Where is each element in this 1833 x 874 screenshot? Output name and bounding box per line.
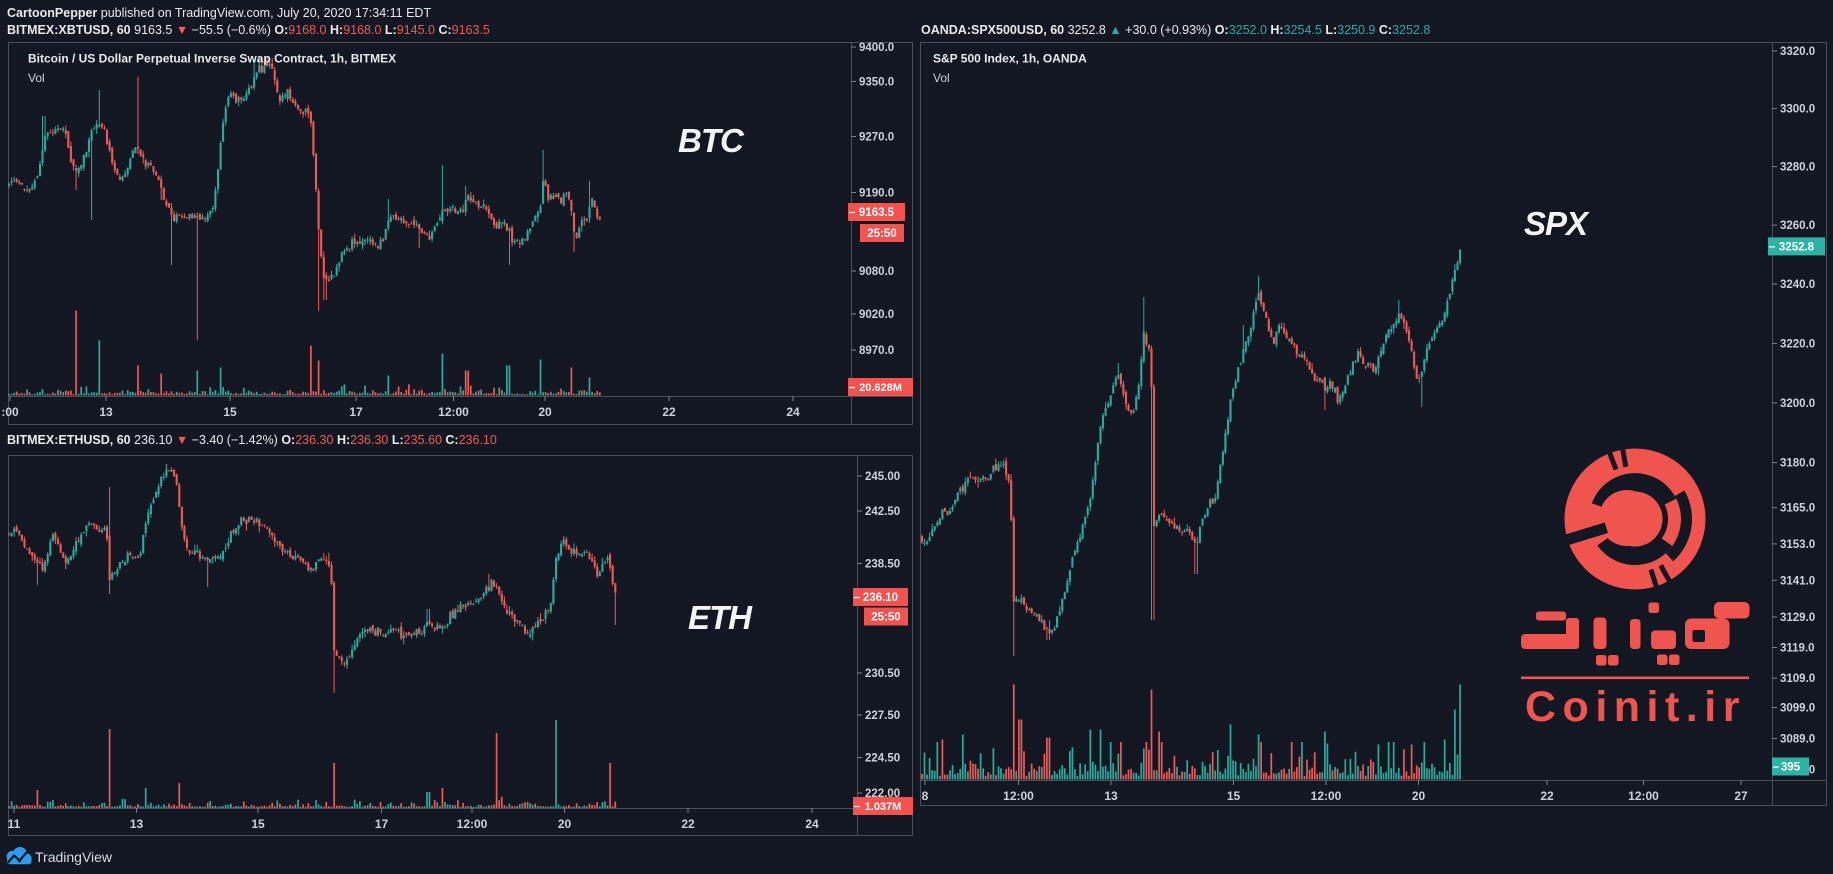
svg-text:17: 17 [349, 405, 363, 419]
svg-text:3220.0: 3220.0 [1780, 338, 1815, 350]
svg-text:224.50: 224.50 [865, 753, 900, 765]
svg-text:15: 15 [1227, 789, 1241, 803]
svg-text:9270.0: 9270.0 [859, 132, 894, 144]
svg-text:BITMEX:ETHUSD, 60 236.10 ▼ −3.: BITMEX:ETHUSD, 60 236.10 ▼ −3.40 (−1.42%… [7, 433, 497, 447]
svg-text:3109.0: 3109.0 [1780, 673, 1815, 685]
svg-text:230.50: 230.50 [865, 668, 900, 680]
svg-text:15: 15 [223, 405, 237, 419]
svg-text:Bitcoin / US Dollar Perpetual: Bitcoin / US Dollar Perpetual Inverse Sw… [28, 52, 396, 66]
svg-text:S&P 500 Index, 1h, OANDA: S&P 500 Index, 1h, OANDA [933, 52, 1087, 66]
svg-text:245.00: 245.00 [865, 471, 900, 483]
svg-text:12:00: 12:00 [1628, 789, 1659, 803]
svg-text:12:00: 12:00 [438, 405, 469, 419]
svg-text:20.628M: 20.628M [859, 382, 902, 394]
svg-text:9080.0: 9080.0 [859, 266, 894, 278]
svg-text:238.50: 238.50 [865, 559, 900, 571]
svg-text::00: :00 [1, 405, 19, 419]
svg-text:27: 27 [1734, 789, 1748, 803]
svg-text:3260.0: 3260.0 [1780, 220, 1815, 232]
svg-text:3129.0: 3129.0 [1780, 612, 1815, 624]
svg-text:Vol: Vol [933, 71, 950, 85]
svg-text:12:00: 12:00 [457, 817, 488, 831]
svg-text:3153.0: 3153.0 [1780, 539, 1815, 551]
svg-text:15: 15 [251, 817, 265, 831]
svg-text:3180.0: 3180.0 [1780, 458, 1815, 470]
svg-text:3089.0: 3089.0 [1780, 734, 1815, 746]
svg-text:BITMEX:XBTUSD, 60 9163.5 ▼ −55: BITMEX:XBTUSD, 60 9163.5 ▼ −55.5 (−0.6%)… [7, 23, 490, 37]
svg-text:3280.0: 3280.0 [1780, 162, 1815, 174]
svg-text:9020.0: 9020.0 [859, 309, 894, 321]
svg-text:3200.0: 3200.0 [1780, 398, 1815, 410]
svg-text:22: 22 [681, 817, 695, 831]
svg-text:3119.0: 3119.0 [1780, 643, 1815, 655]
svg-text:Coinit.ir: Coinit.ir [1525, 683, 1746, 731]
svg-text:3300.0: 3300.0 [1780, 104, 1815, 116]
svg-text:24: 24 [786, 405, 800, 419]
svg-text:9163.5: 9163.5 [859, 207, 895, 219]
svg-text:13: 13 [130, 817, 144, 831]
svg-text:25:50: 25:50 [871, 612, 900, 624]
svg-text:3165.0: 3165.0 [1780, 503, 1815, 515]
svg-text:Vol: Vol [28, 71, 45, 85]
svg-text:CartoonPepper published on Tra: CartoonPepper published on TradingView.c… [7, 6, 431, 20]
svg-text:12:00: 12:00 [1003, 789, 1034, 803]
svg-text:20: 20 [1412, 789, 1426, 803]
svg-text:9400.0: 9400.0 [859, 42, 894, 54]
svg-text:22: 22 [662, 405, 676, 419]
svg-text:25:50: 25:50 [867, 228, 896, 240]
svg-text:17: 17 [375, 817, 389, 831]
svg-text:3141.0: 3141.0 [1780, 575, 1815, 587]
svg-text:20: 20 [558, 817, 572, 831]
svg-text:395: 395 [1781, 762, 1801, 774]
svg-text:ETH: ETH [688, 599, 753, 636]
svg-text:12:00: 12:00 [1311, 789, 1342, 803]
svg-text:SPX: SPX [1524, 205, 1590, 242]
svg-text:236.10: 236.10 [863, 592, 898, 604]
svg-text:8970.0: 8970.0 [859, 345, 894, 357]
svg-text:BTC: BTC [678, 122, 745, 159]
svg-text:3320.0: 3320.0 [1780, 46, 1815, 58]
svg-text:8: 8 [922, 789, 929, 803]
svg-text:3240.0: 3240.0 [1780, 279, 1815, 291]
svg-text:9190.0: 9190.0 [859, 188, 894, 200]
svg-text:3099.0: 3099.0 [1780, 703, 1815, 715]
svg-text:3252.8: 3252.8 [1779, 241, 1815, 253]
svg-text:OANDA:SPX500USD, 60 3252.8 ▲ +: OANDA:SPX500USD, 60 3252.8 ▲ +30.0 (+0.9… [921, 23, 1430, 37]
svg-text:242.50: 242.50 [865, 506, 900, 518]
svg-text:13: 13 [99, 405, 113, 419]
svg-text:24: 24 [805, 817, 819, 831]
svg-text:20: 20 [538, 405, 552, 419]
svg-text:9350.0: 9350.0 [859, 77, 894, 89]
svg-text:1.037M: 1.037M [865, 801, 902, 813]
svg-text:22: 22 [1540, 789, 1554, 803]
svg-text:13: 13 [1104, 789, 1118, 803]
svg-text:227.50: 227.50 [865, 710, 900, 722]
svg-text:TradingView: TradingView [35, 849, 113, 865]
svg-text:11: 11 [8, 817, 21, 831]
